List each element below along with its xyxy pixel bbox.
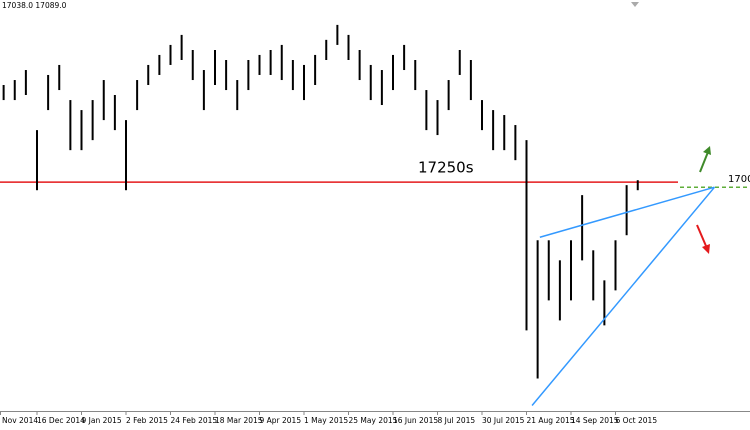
trendline xyxy=(531,186,716,406)
shift-marker xyxy=(631,2,639,7)
up-arrow-head xyxy=(703,146,711,155)
down-arrow-head xyxy=(702,244,710,254)
level-label: 1700 xyxy=(728,174,750,185)
x-tick-label: 25 May 2015 xyxy=(349,416,398,425)
x-tick-label: Nov 2014 xyxy=(2,416,38,425)
x-tick-label: 14 Sep 2015 xyxy=(571,416,619,425)
x-tick-label: 9 Jan 2015 xyxy=(82,416,122,425)
x-tick-label: 30 Jul 2015 xyxy=(482,416,525,425)
annotation: 17250s xyxy=(418,159,474,177)
x-tick-label: 16 Dec 2014 xyxy=(37,416,85,425)
x-tick-label: 24 Feb 2015 xyxy=(171,416,218,425)
x-tick-label: 8 Jul 2015 xyxy=(438,416,476,425)
trendline xyxy=(539,186,715,238)
x-tick-label: 16 Jun 2015 xyxy=(393,416,438,425)
x-tick-label: 2 Feb 2015 xyxy=(126,416,168,425)
down-arrow xyxy=(696,224,707,247)
x-tick-label: 21 Aug 2015 xyxy=(527,416,575,425)
legend-text: 17038.0 17089.0 xyxy=(2,1,67,10)
x-tick-label: 18 Mar 2015 xyxy=(215,416,263,425)
x-tick-label: 1 May 2015 xyxy=(304,416,348,425)
x-tick-label: 6 Oct 2015 xyxy=(616,416,658,425)
up-arrow xyxy=(699,151,709,173)
x-tick-label: 9 Apr 2015 xyxy=(260,416,302,425)
